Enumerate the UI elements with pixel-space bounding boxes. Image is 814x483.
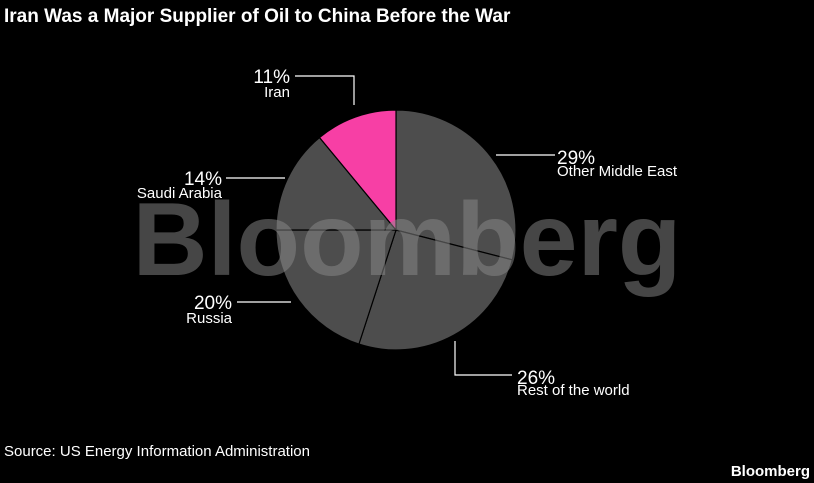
pie-slice-russia bbox=[275, 229, 397, 345]
pie-chart bbox=[275, 109, 517, 351]
watermark-logo: Bloomberg bbox=[133, 182, 682, 298]
slice-label: Other Middle East bbox=[557, 163, 678, 180]
bloomberg-logo: Bloomberg bbox=[731, 463, 810, 480]
slice-label: Russia bbox=[186, 310, 233, 327]
slice-label: Iran bbox=[264, 84, 290, 101]
slice-label: Saudi Arabia bbox=[137, 185, 223, 202]
slice-percent: 20% bbox=[194, 293, 232, 314]
slice-percent: 29% bbox=[557, 148, 595, 169]
leader-line bbox=[295, 75, 355, 105]
pie-slice-iran bbox=[318, 109, 397, 232]
pie-slice-other-middle-east bbox=[395, 109, 517, 261]
source-note: Source: US Energy Information Administra… bbox=[4, 443, 310, 460]
slice-percent: 26% bbox=[517, 368, 555, 389]
pie-slice-rest-of-the-world bbox=[358, 229, 513, 351]
leader-line bbox=[454, 341, 512, 376]
slice-label: Rest of the world bbox=[517, 382, 630, 399]
slice-percent: 14% bbox=[184, 169, 222, 190]
pie-slice-saudi-arabia bbox=[275, 136, 398, 231]
slice-labels: 29%Other Middle East 26%Rest of the world… bbox=[137, 67, 678, 399]
chart-title: Iran Was a Major Supplier of Oil to Chin… bbox=[4, 6, 511, 27]
slice-percent: 11% bbox=[253, 67, 290, 88]
